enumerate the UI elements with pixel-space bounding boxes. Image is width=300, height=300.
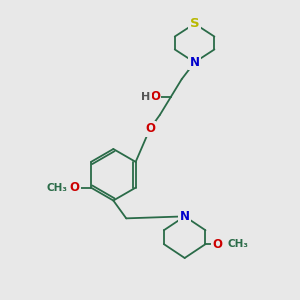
Text: O: O [150,91,160,103]
Text: O: O [145,122,155,135]
Text: methoxy: methoxy [62,187,68,188]
Text: O: O [69,181,79,194]
Text: S: S [190,17,200,30]
Text: N: N [180,210,190,223]
Text: N: N [190,56,200,69]
Text: H: H [141,92,151,102]
Text: CH₃: CH₃ [227,239,248,249]
Text: CH₃: CH₃ [46,183,67,193]
Text: O: O [212,238,222,250]
